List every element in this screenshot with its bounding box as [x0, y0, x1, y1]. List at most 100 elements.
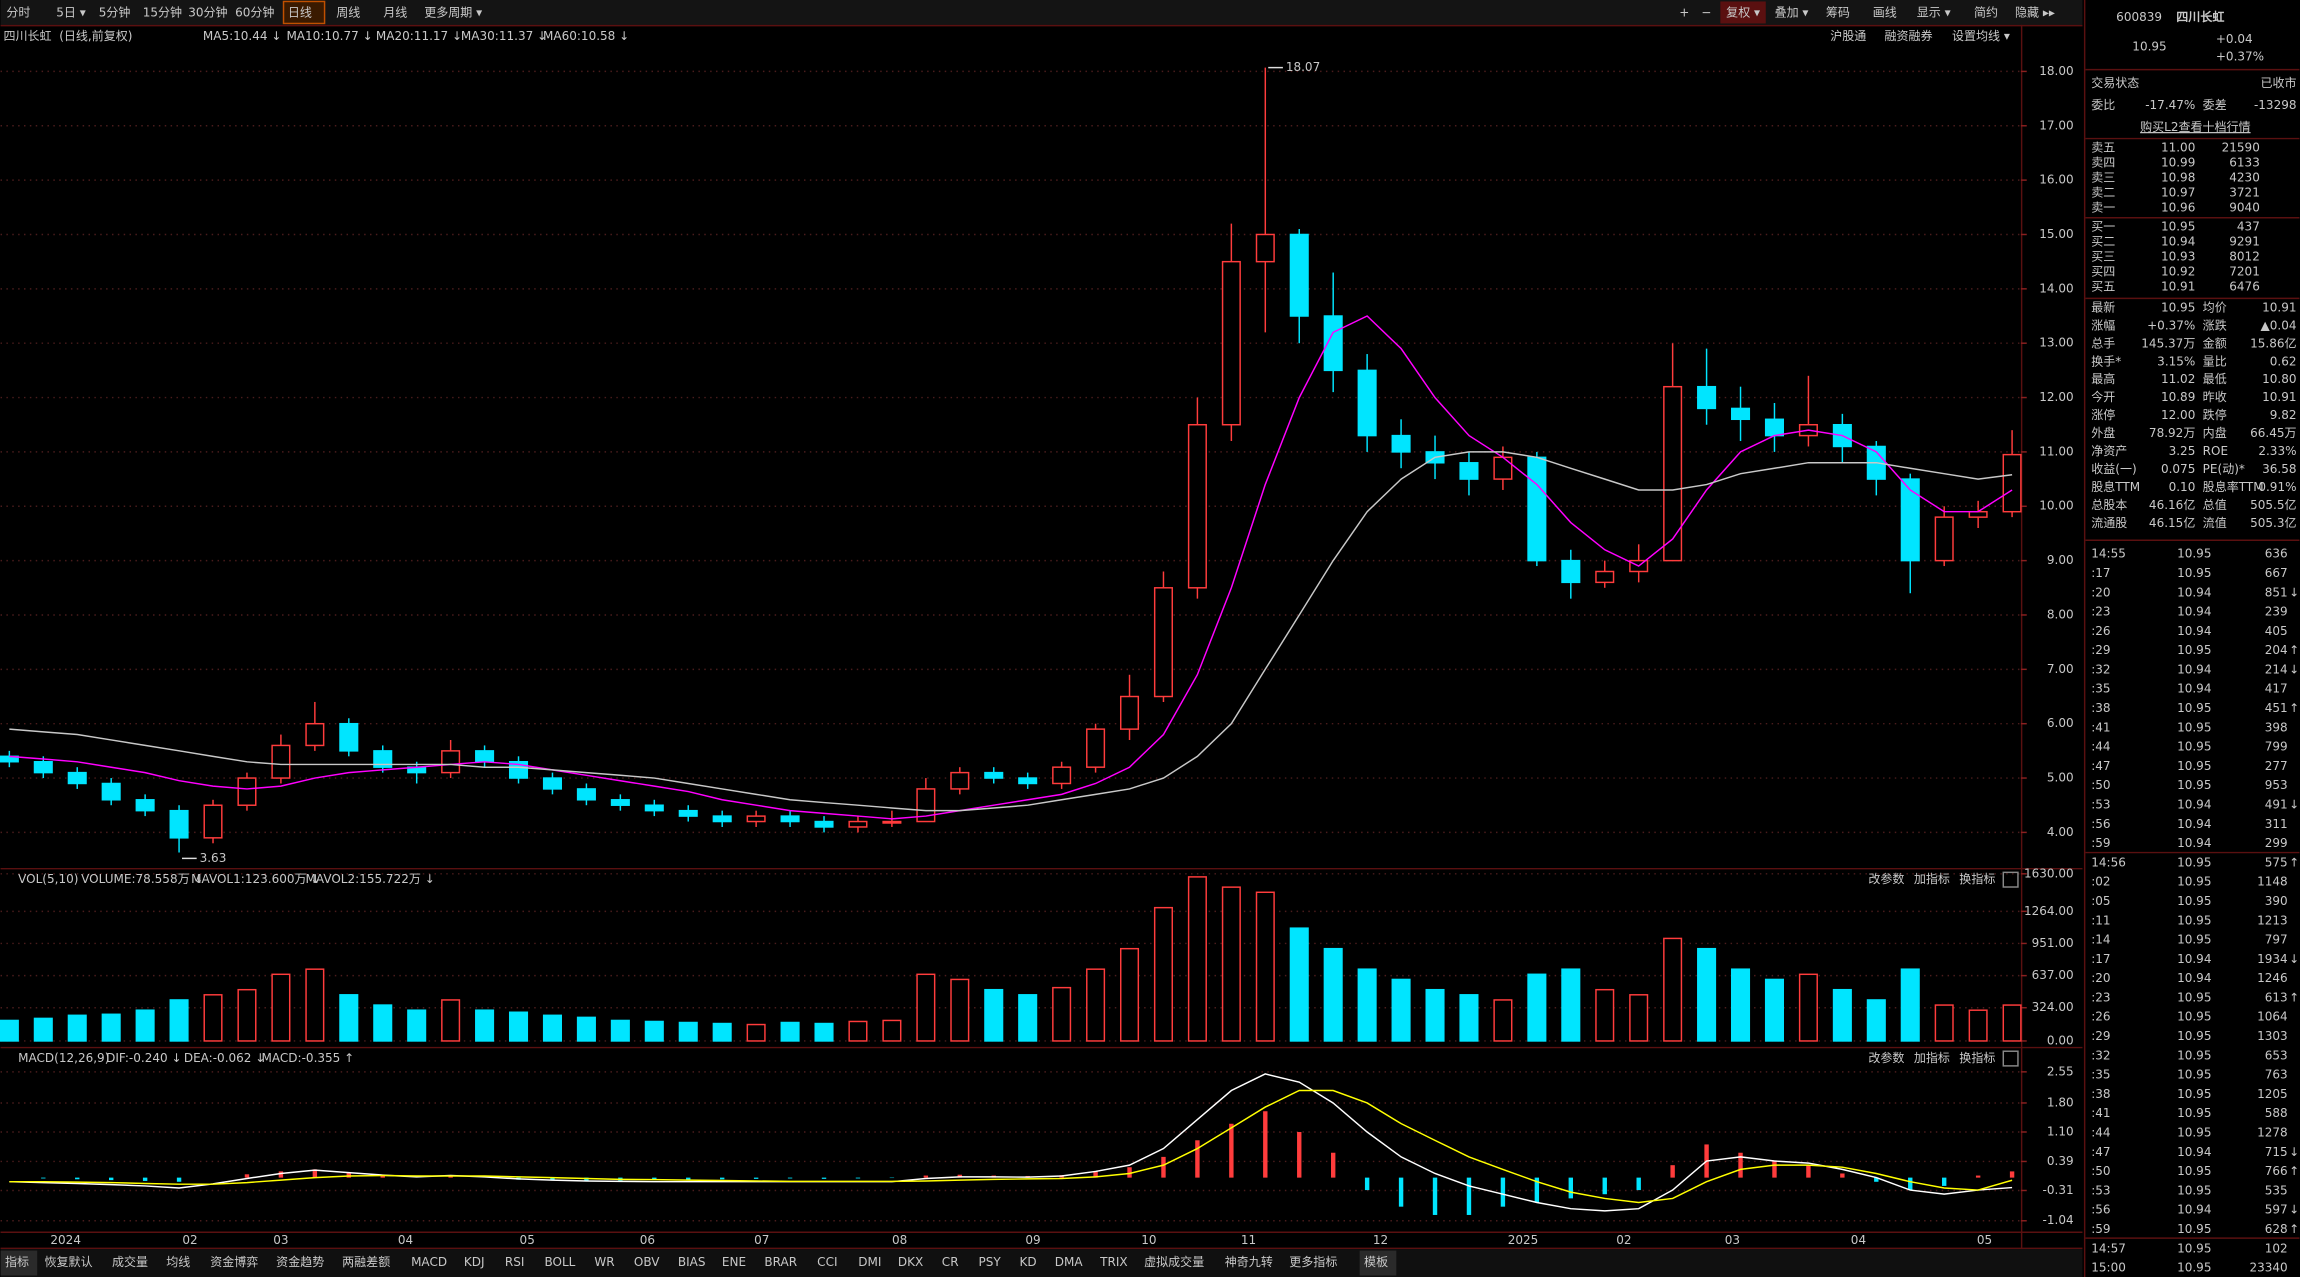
tick-time: :26	[2091, 1010, 2110, 1024]
y-tick-label: 17.00	[2039, 118, 2073, 132]
period-button[interactable]: 15分钟	[143, 5, 182, 20]
period-button[interactable]: 月线	[383, 6, 407, 20]
candle-body	[1595, 570, 1615, 584]
period-button[interactable]: 5日 ▾	[56, 6, 86, 20]
volume-bar	[67, 1014, 87, 1042]
tool-button[interactable]: 复权 ▾	[1726, 6, 1760, 20]
indicator-tab[interactable]: KDJ	[464, 1255, 485, 1269]
period-button[interactable]: 周线	[336, 6, 360, 20]
indicator-tab[interactable]: BOLL	[544, 1255, 575, 1269]
pane-tool[interactable]: 换指标	[1959, 871, 1995, 886]
y-tick-label: 6.00	[2047, 716, 2074, 730]
tick-volume: 575	[2265, 855, 2288, 869]
tab-bg	[0, 1250, 38, 1276]
indicator-tab[interactable]: DKX	[898, 1255, 923, 1269]
tool-button[interactable]: +	[1679, 6, 1689, 20]
pane-tool[interactable]: 改参数	[1868, 871, 1904, 886]
volume-bar	[169, 999, 189, 1042]
pane-tool[interactable]: 换指标	[1959, 1050, 1995, 1065]
tick-volume: 636	[2265, 547, 2288, 561]
pane-tool[interactable]: 加指标	[1914, 1050, 1950, 1065]
candle-body	[0, 755, 19, 763]
tick-direction: ↑	[2289, 701, 2299, 715]
stat-value: 0.075	[2161, 462, 2195, 476]
tool-button[interactable]: 筹码	[1826, 6, 1850, 20]
tick-price: 10.95	[2177, 1241, 2211, 1255]
field-value: -17.47%	[2145, 98, 2195, 112]
indicator-tab[interactable]: BIAS	[678, 1255, 706, 1269]
chart-link[interactable]: 设置均线 ▾	[1952, 29, 2010, 43]
indicator-tab[interactable]: 模板	[1364, 1255, 1388, 1269]
tick-price: 10.95	[2177, 1029, 2211, 1043]
indicator-tab[interactable]: RSI	[505, 1255, 525, 1269]
indicator-tab[interactable]: BRAR	[764, 1255, 797, 1269]
period-button[interactable]: 5分钟	[99, 5, 131, 20]
field-label: 交易状态	[2091, 75, 2139, 90]
pane-tool[interactable]: 加指标	[1914, 871, 1950, 886]
period-button[interactable]: 分时	[6, 6, 30, 20]
indicator-tab[interactable]: TRIX	[1099, 1255, 1127, 1269]
tool-button[interactable]: 叠加 ▾	[1775, 6, 1809, 20]
indicator-tab[interactable]: 成交量	[112, 1254, 148, 1269]
tab-bg	[1359, 1250, 1397, 1276]
candle-body	[746, 815, 766, 823]
stock-name: 四川长虹	[2176, 9, 2224, 24]
pane-close[interactable]	[2002, 871, 2019, 888]
stat-label: 股息TTM	[2091, 479, 2140, 494]
stat-label: PE(动)*	[2203, 462, 2245, 476]
indicator-tab[interactable]: ENE	[722, 1255, 746, 1269]
indicator-tab[interactable]: 神奇九转	[1225, 1254, 1273, 1269]
period-button[interactable]: 60分钟	[235, 5, 274, 20]
candle-body	[169, 809, 189, 839]
period-button[interactable]: 30分钟	[188, 5, 227, 20]
tool-button[interactable]: 画线	[1873, 6, 1897, 20]
candle-body	[644, 804, 664, 812]
tick-time: :32	[2091, 662, 2110, 676]
indicator-tab[interactable]: 两融差额	[342, 1255, 390, 1269]
stat-value: +0.37%	[2147, 318, 2195, 332]
tool-button[interactable]: 简约	[1974, 5, 1998, 20]
l2-link[interactable]: 购买L2查看十档行情	[2140, 119, 2250, 134]
pane-close[interactable]	[2002, 1050, 2019, 1067]
volume-bar	[1119, 947, 1140, 1042]
stat-value: 10.89	[2161, 390, 2195, 404]
indicator-tab[interactable]: 恢复默认	[45, 1254, 93, 1269]
stat-label: 股息率TTM	[2203, 479, 2264, 494]
tick-direction: ↑	[2289, 855, 2299, 869]
date-label: 09	[1025, 1233, 1040, 1247]
tick-volume: 277	[2265, 759, 2288, 773]
period-button[interactable]: 日线	[288, 6, 312, 20]
indicator-tab[interactable]: CCI	[817, 1255, 837, 1269]
indicator-tab[interactable]: KD	[1020, 1255, 1037, 1269]
tick-volume: 535	[2265, 1183, 2288, 1197]
book-label: 买五	[2091, 280, 2115, 294]
tool-button[interactable]: −	[1701, 6, 1711, 20]
tick-price: 10.94	[2177, 605, 2211, 619]
tool-button[interactable]: 隐藏 ▸▸	[2015, 6, 2055, 20]
period-button[interactable]: 更多周期 ▾	[424, 6, 482, 20]
indicator-tab[interactable]: 资金博弈	[210, 1254, 258, 1269]
chart-link[interactable]: 沪股通	[1830, 29, 1866, 43]
indicator-tab[interactable]: 资金趋势	[276, 1254, 324, 1269]
book-label: 买二	[2091, 235, 2115, 249]
date-label: 05	[1977, 1233, 1992, 1247]
indicator-tab[interactable]: 均线	[166, 1255, 190, 1269]
indicator-tab[interactable]: CR	[942, 1255, 959, 1269]
indicator-tab[interactable]: DMI	[858, 1255, 881, 1269]
candle-body	[848, 820, 868, 828]
indicator-tab[interactable]: 虚拟成交量	[1144, 1254, 1204, 1269]
volume-bar	[1730, 968, 1751, 1042]
indicator-tab[interactable]: PSY	[978, 1255, 1001, 1269]
chart-link[interactable]: 融资融券	[1885, 28, 1933, 43]
indicator-tab[interactable]: MACD	[411, 1255, 447, 1269]
tick-volume: 715	[2265, 1145, 2288, 1159]
indicator-tab[interactable]: 指标	[5, 1254, 29, 1269]
indicator-tab[interactable]: DMA	[1055, 1255, 1084, 1269]
indicator-tab[interactable]: OBV	[634, 1255, 660, 1269]
indicator-tab[interactable]: WR	[594, 1255, 614, 1269]
book-label: 卖五	[2091, 141, 2115, 155]
volume-bar	[1663, 937, 1683, 1042]
tool-button[interactable]: 显示 ▾	[1917, 6, 1951, 20]
indicator-tab[interactable]: 更多指标	[1289, 1254, 1337, 1269]
pane-tool[interactable]: 改参数	[1868, 1050, 1904, 1065]
